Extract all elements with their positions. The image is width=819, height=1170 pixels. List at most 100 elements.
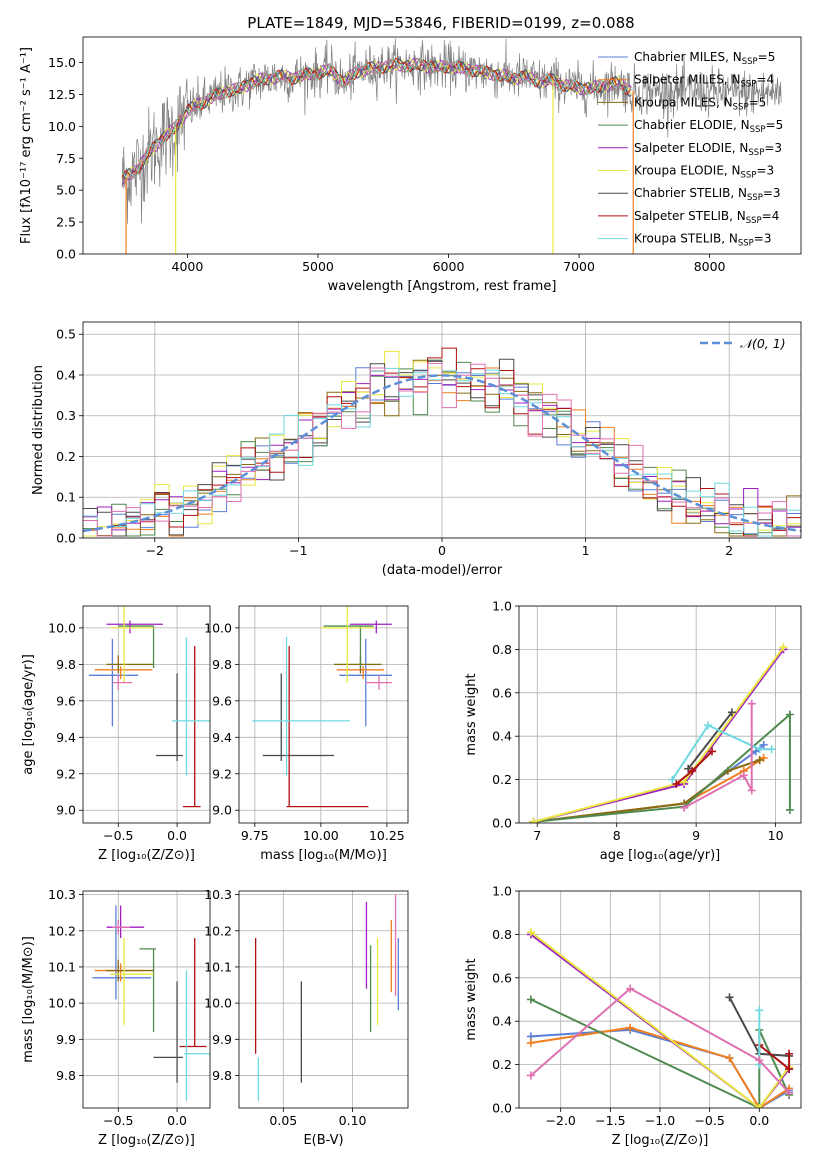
x-tick-label: −1.0 (645, 1113, 675, 1128)
y-tick-label: 10.3 (204, 887, 232, 902)
x-tick-label: −2 (146, 543, 164, 558)
panel-weight_vs_age: 7 8 9 10 0.0 0.2 0.4 0.6 0.8 1.0 age [log₁₀(age/yr… (464, 599, 802, 863)
axes-frame (238, 890, 409, 1109)
weight-line (687, 711, 733, 770)
x-tick-label: 9.75 (241, 828, 269, 843)
weight-marker (668, 775, 677, 784)
weight-marker (785, 1088, 794, 1097)
weight-marker (727, 708, 736, 717)
weight-line (671, 724, 772, 781)
errorbar-point (365, 675, 393, 690)
legend-label: Kroupa STELIB, NSSP=3 (634, 232, 772, 249)
x-tick-label: 0.0 (167, 828, 187, 843)
y-tick-label: 9.4 (212, 730, 232, 745)
x-tick-label: −0.5 (103, 1113, 133, 1128)
errorbar-point (179, 938, 207, 1048)
weight-marker (526, 995, 535, 1004)
x-tick-label: 0 (438, 543, 446, 558)
legend-label: Salpeter ELODIE, NSSP=3 (634, 141, 782, 158)
weight-marker (759, 740, 768, 749)
weight-marker (739, 771, 748, 780)
y-tick-label: 0.4 (56, 367, 76, 382)
weight-marker (755, 756, 764, 765)
y-tick-label: 0.2 (492, 1057, 512, 1072)
weight-marker (688, 766, 697, 775)
x-axis-label: wavelength [Angstrom, rest frame] (328, 279, 557, 294)
errorbar-point (92, 905, 152, 1000)
x-axis-label: Z [log₁₀(Z/Z⊙)] (98, 1133, 195, 1148)
axes-frame (82, 36, 802, 255)
weight-marker (725, 993, 734, 1002)
weight-line (675, 750, 713, 785)
axes-frame (82, 321, 802, 539)
errorbar-point (106, 655, 154, 674)
y-tick-label: 2.5 (56, 215, 76, 230)
errorbar-point (139, 948, 156, 1033)
x-axis-label: Z [log₁₀(Z/Z⊙)] (98, 848, 195, 863)
errorbar-point (112, 919, 131, 935)
y-tick-label: 10.2 (48, 923, 76, 938)
y-tick-label: 0.4 (492, 729, 512, 744)
weight-marker (747, 699, 756, 708)
legend-label: Chabrier STELIB, NSSP=3 (634, 186, 781, 203)
legend: Chabrier MILES, NSSP=5 Salpeter MILES, NS… (598, 50, 783, 249)
plot-area (121, 38, 782, 254)
y-axis-label: age [log₁₀(age/yr)] (21, 654, 36, 775)
weight-marker (779, 643, 788, 652)
panel-mass_vs_Z: −0.5 0.0 9.8 9.9 10.0 10.1 10.2 10.3 Z [log₁₀(Z/… (21, 887, 211, 1148)
x-tick-label: 10.00 (303, 828, 339, 843)
y-tick-label: 10.2 (204, 923, 232, 938)
y-tick-label: 10.0 (48, 620, 76, 635)
y-tick-label: 9.8 (212, 657, 232, 672)
x-tick-label: 4000 (172, 259, 204, 274)
y-tick-label: 9.4 (56, 730, 76, 745)
weight-marker (704, 721, 713, 730)
y-tick-label: 10.0 (48, 119, 76, 134)
y-tick-label: 10.1 (48, 959, 76, 974)
x-tick-label: 5000 (302, 259, 334, 274)
x-tick-label: −0.5 (694, 1113, 724, 1128)
y-tick-label: 10.0 (48, 996, 76, 1011)
weight-marker (526, 1038, 535, 1047)
weight-marker (708, 747, 717, 756)
errorbar-point (110, 938, 154, 1025)
y-tick-label: 10.1 (204, 959, 232, 974)
y-axis-label: mass weight (464, 673, 479, 755)
weight-marker (680, 777, 689, 786)
plot-area (519, 606, 801, 823)
weight-marker (626, 984, 635, 993)
y-tick-label: 15.0 (48, 55, 76, 70)
plot-area (83, 891, 210, 1108)
errorbar-point (182, 646, 201, 808)
y-axis-label: Normed distribution (31, 365, 46, 495)
x-tick-label: 10 (768, 828, 784, 843)
y-tick-label: 9.8 (56, 657, 76, 672)
errorbar-point (172, 637, 210, 776)
weight-marker (755, 1006, 764, 1015)
x-axis-label: Z [log₁₀(Z/Z⊙)] (612, 1133, 709, 1148)
errorbar-point (320, 606, 374, 683)
plot-area (239, 891, 408, 1108)
y-tick-label: 0.0 (56, 247, 76, 262)
x-axis-label: E(B-V) (303, 1133, 343, 1148)
errorbar-point (106, 905, 145, 939)
weight-line (530, 987, 790, 1094)
weight-marker (626, 1023, 635, 1032)
y-tick-label: 0.2 (56, 449, 76, 464)
weight-marker (755, 1104, 764, 1108)
axes-frame (82, 890, 211, 1109)
spectrum-model-line (121, 57, 632, 184)
y-tick-label: 9.8 (212, 1068, 232, 1083)
weight-marker (755, 1056, 764, 1065)
y-tick-label: 9.9 (212, 1032, 232, 1047)
weight-line (530, 998, 791, 1108)
plot-area (83, 322, 801, 538)
weight-marker (785, 1049, 794, 1058)
y-tick-label: 12.5 (48, 87, 76, 102)
weight-marker (680, 803, 689, 812)
weight-marker (672, 779, 681, 788)
errorbar-point (155, 673, 183, 761)
y-tick-label: 0.0 (492, 816, 512, 831)
weight-marker (529, 817, 538, 823)
errorbar-point (349, 620, 393, 634)
